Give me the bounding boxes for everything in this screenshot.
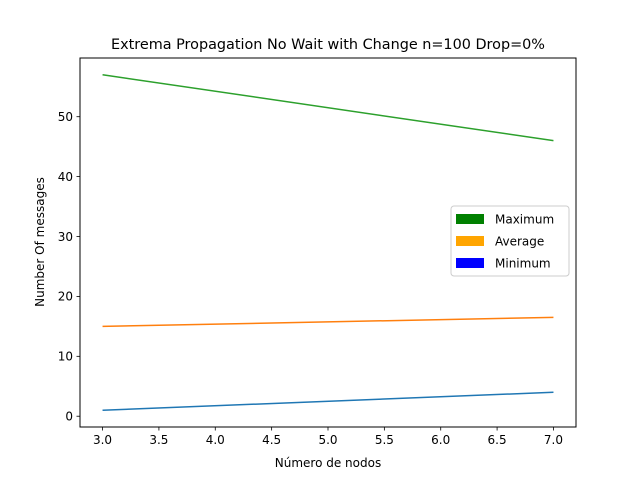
plot-area bbox=[102, 74, 554, 411]
y-tick-label: 40 bbox=[58, 170, 73, 184]
legend-label-average: Average bbox=[495, 235, 544, 249]
y-axis-label: Number Of messages bbox=[33, 177, 47, 307]
x-tick-label: 3.5 bbox=[149, 433, 168, 447]
x-axis-label: Número de nodos bbox=[275, 456, 381, 470]
series-line-orange bbox=[102, 316, 554, 328]
legend-label-maximum: Maximum bbox=[495, 213, 554, 227]
series-line-green bbox=[102, 74, 554, 142]
x-axis: 3.0 3.5 4.0 4.5 5.0 5.5 6.0 6.5 7.0 bbox=[93, 427, 563, 447]
y-tick-label: 30 bbox=[58, 230, 73, 244]
y-axis: 0 10 20 30 40 50 bbox=[58, 110, 80, 424]
x-tick-label: 6.0 bbox=[431, 433, 450, 447]
legend: Maximum Average Minimum bbox=[450, 205, 570, 277]
x-tick-label: 7.0 bbox=[544, 433, 563, 447]
chart-title: Extrema Propagation No Wait with Change … bbox=[111, 37, 545, 53]
legend-swatch-average bbox=[456, 236, 484, 246]
y-tick-label: 20 bbox=[58, 290, 73, 304]
y-tick-label: 10 bbox=[58, 350, 73, 364]
x-tick-label: 4.5 bbox=[262, 433, 281, 447]
legend-swatch-maximum bbox=[456, 214, 484, 224]
y-tick-label: 50 bbox=[58, 110, 73, 124]
x-tick-label: 6.5 bbox=[488, 433, 507, 447]
x-tick-label: 4.0 bbox=[206, 433, 225, 447]
series-line-blue bbox=[102, 391, 554, 411]
x-tick-label: 5.0 bbox=[318, 433, 337, 447]
y-tick-label: 0 bbox=[65, 410, 73, 424]
legend-swatch-minimum bbox=[456, 258, 484, 268]
x-tick-label: 5.5 bbox=[375, 433, 394, 447]
legend-label-minimum: Minimum bbox=[495, 257, 551, 271]
x-tick-label: 3.0 bbox=[93, 433, 112, 447]
